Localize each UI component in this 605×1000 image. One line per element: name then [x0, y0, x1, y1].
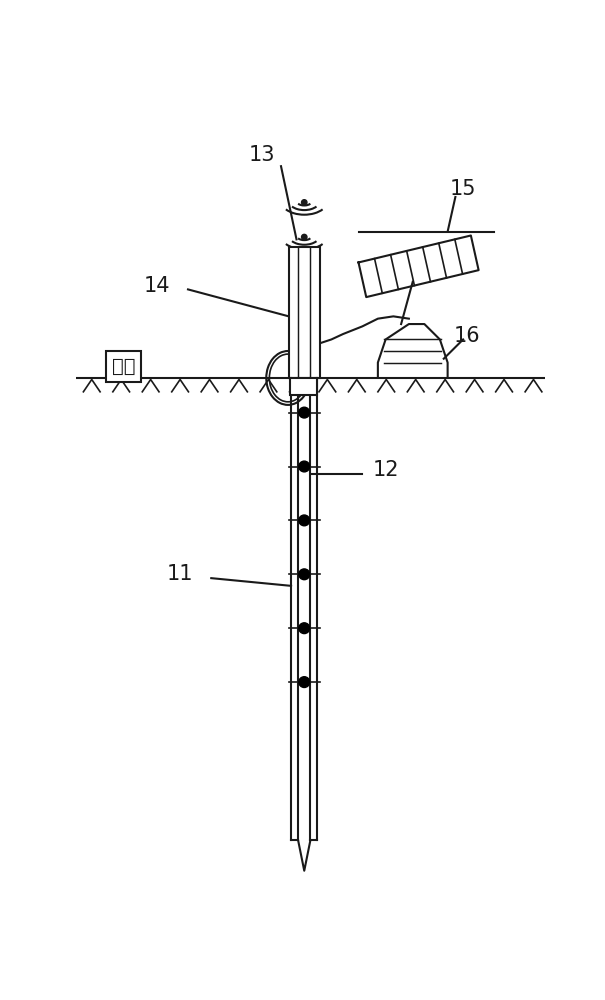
Text: 12: 12: [372, 460, 399, 480]
Bar: [290, 378, 318, 395]
Bar: [289, 247, 320, 378]
Circle shape: [299, 569, 310, 580]
Circle shape: [299, 515, 310, 526]
Circle shape: [299, 407, 310, 418]
Circle shape: [299, 461, 310, 472]
Circle shape: [299, 677, 310, 687]
Text: 14: 14: [144, 276, 170, 296]
Text: 田面: 田面: [112, 357, 136, 376]
Circle shape: [301, 200, 307, 205]
Text: 16: 16: [454, 326, 480, 346]
Text: 15: 15: [450, 179, 476, 199]
Text: 13: 13: [249, 145, 275, 165]
Circle shape: [301, 234, 307, 240]
Circle shape: [299, 623, 310, 634]
Text: 11: 11: [167, 564, 194, 584]
